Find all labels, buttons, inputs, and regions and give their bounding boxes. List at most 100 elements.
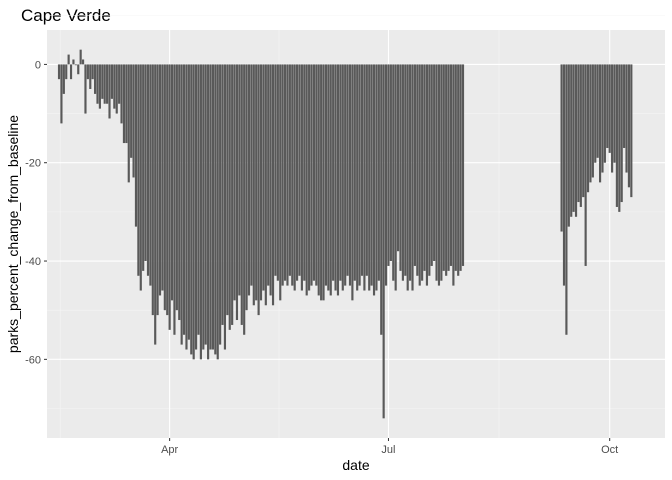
bar bbox=[574, 64, 578, 217]
bar bbox=[425, 64, 429, 286]
bar bbox=[103, 64, 106, 104]
bar bbox=[84, 64, 87, 114]
bar bbox=[392, 64, 395, 281]
bar bbox=[346, 64, 349, 276]
bar bbox=[623, 64, 626, 148]
bar bbox=[317, 64, 320, 296]
bar bbox=[329, 64, 332, 296]
bar bbox=[418, 64, 421, 286]
bar bbox=[437, 64, 441, 286]
bar bbox=[387, 64, 390, 266]
bar bbox=[397, 64, 400, 252]
bar bbox=[377, 64, 380, 281]
bar bbox=[271, 64, 275, 306]
bar bbox=[257, 64, 260, 316]
bar bbox=[611, 64, 614, 173]
bar bbox=[399, 64, 402, 271]
bar bbox=[334, 64, 337, 291]
bar bbox=[339, 64, 342, 281]
bar bbox=[247, 64, 251, 296]
bar bbox=[149, 64, 152, 286]
bar bbox=[132, 64, 135, 178]
bar bbox=[625, 64, 628, 173]
bar bbox=[240, 64, 243, 325]
bar bbox=[166, 64, 169, 316]
bar bbox=[618, 64, 621, 212]
bar bbox=[216, 64, 219, 360]
bar bbox=[332, 64, 335, 281]
bar bbox=[94, 64, 97, 94]
bar bbox=[122, 64, 126, 144]
bar bbox=[363, 64, 366, 291]
bar bbox=[382, 64, 385, 419]
bar bbox=[358, 64, 361, 286]
bar bbox=[372, 64, 376, 296]
bar bbox=[327, 64, 330, 291]
bar bbox=[596, 64, 599, 158]
bar bbox=[69, 64, 73, 80]
bar bbox=[360, 64, 364, 276]
bar bbox=[264, 64, 267, 306]
bar bbox=[315, 64, 318, 286]
bar bbox=[322, 64, 325, 301]
x-axis: Apr Jul Oct bbox=[161, 438, 618, 456]
y-tick-label: -40 bbox=[25, 256, 41, 268]
bar bbox=[250, 64, 253, 286]
bar bbox=[449, 64, 453, 266]
y-tick-label: -20 bbox=[25, 158, 41, 170]
bar bbox=[324, 64, 328, 286]
bar bbox=[74, 64, 77, 66]
bar bbox=[86, 64, 89, 80]
bar bbox=[320, 64, 323, 301]
bar bbox=[243, 64, 246, 335]
bar bbox=[235, 64, 239, 321]
bar bbox=[351, 64, 354, 301]
bar bbox=[168, 64, 171, 330]
bar bbox=[60, 64, 63, 124]
bar bbox=[267, 64, 270, 286]
bar bbox=[435, 64, 438, 281]
bar bbox=[79, 49, 82, 65]
bar bbox=[65, 64, 68, 80]
bar bbox=[341, 64, 344, 291]
bar bbox=[603, 64, 606, 163]
bar bbox=[308, 64, 311, 291]
bar bbox=[344, 64, 347, 286]
bar bbox=[154, 64, 157, 345]
bar bbox=[211, 64, 214, 350]
bar bbox=[440, 64, 443, 281]
bar bbox=[185, 64, 188, 350]
bar bbox=[442, 64, 445, 271]
bar bbox=[353, 64, 356, 281]
bar bbox=[192, 64, 195, 360]
bar bbox=[146, 64, 150, 276]
bar bbox=[348, 64, 352, 286]
bar bbox=[409, 64, 412, 281]
bar bbox=[562, 64, 566, 286]
y-axis-title: parks_percent_change_from_baseline bbox=[5, 115, 21, 353]
bar bbox=[195, 64, 198, 350]
bar bbox=[584, 64, 587, 266]
bar bbox=[601, 64, 604, 173]
bar bbox=[384, 64, 388, 286]
bar bbox=[303, 64, 306, 281]
bar bbox=[262, 64, 265, 291]
bar bbox=[582, 64, 585, 198]
bar bbox=[579, 64, 582, 207]
bar bbox=[416, 64, 419, 276]
grid-minor bbox=[47, 14, 665, 438]
bar bbox=[219, 64, 222, 345]
bar bbox=[57, 64, 61, 80]
bar bbox=[252, 64, 255, 306]
bar bbox=[207, 64, 210, 360]
bar bbox=[245, 64, 248, 311]
bar bbox=[178, 64, 181, 321]
bar bbox=[430, 64, 433, 266]
bar bbox=[163, 64, 166, 311]
bar bbox=[120, 64, 123, 124]
bar bbox=[279, 64, 282, 301]
bar bbox=[77, 64, 80, 75]
bar bbox=[228, 64, 231, 330]
bar bbox=[113, 64, 116, 109]
bar bbox=[202, 64, 205, 350]
